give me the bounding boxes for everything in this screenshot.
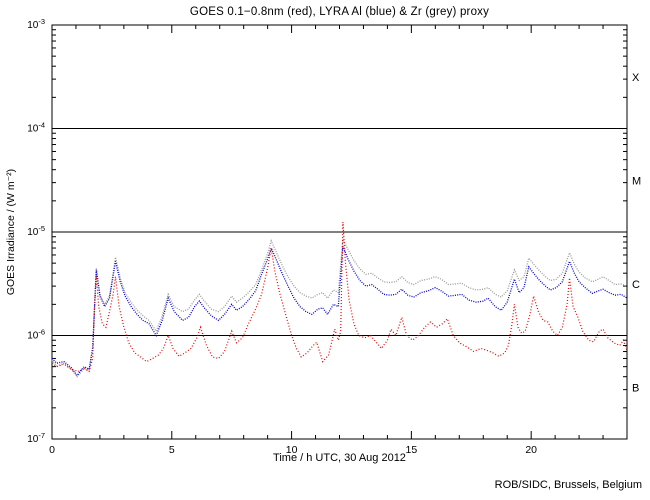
flare-class-label: X xyxy=(632,72,640,84)
x-tick-label: 10 xyxy=(286,444,298,456)
lyra-zr-series xyxy=(51,236,628,378)
flare-class-label: B xyxy=(632,382,639,394)
x-tick-label: 20 xyxy=(525,444,537,456)
goes-xray-series xyxy=(51,221,628,373)
lyra-al-series xyxy=(51,245,628,377)
axes: 0 5 10 15 20 10-3 10-4 10-5 10-6 10-7 X M C B xyxy=(27,17,641,456)
x-tick-label: 5 xyxy=(169,444,175,456)
x-tick-label: 0 xyxy=(49,444,55,456)
y-tick-label: 10-7 xyxy=(27,431,45,445)
flare-class-label: C xyxy=(632,279,640,291)
credit-text: ROB/SIDC, Brussels, Belgium xyxy=(494,479,642,491)
x-axis-label: Time / h UTC, 30 Aug 2012 xyxy=(273,452,406,464)
y-tick-label: 10-4 xyxy=(27,121,45,135)
x-tick-label: 15 xyxy=(406,444,418,456)
y-tick-label: 10-3 xyxy=(27,17,45,31)
y-tick-label: 10-5 xyxy=(27,224,45,238)
chart-title: GOES 0.1−0.8nm (red), LYRA Al (blue) & Z… xyxy=(189,6,490,18)
y-tick-label: 10-6 xyxy=(27,328,45,342)
flare-class-label: M xyxy=(632,175,641,187)
